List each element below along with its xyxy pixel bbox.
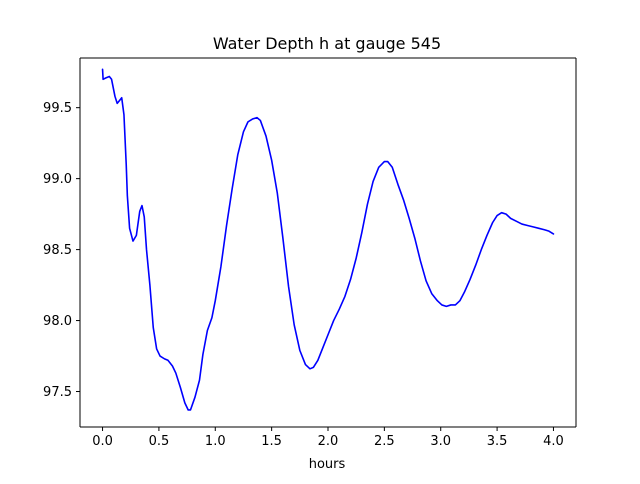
- x-tick-label: 3.0: [430, 434, 451, 449]
- x-tick-label: 3.5: [487, 434, 508, 449]
- y-tick-label: 98.5: [43, 243, 72, 258]
- y-tick-label: 97.5: [43, 385, 72, 400]
- x-tick-label: 0.5: [149, 434, 170, 449]
- y-tick-label: 99.5: [43, 101, 72, 116]
- x-tick-label: 0.0: [92, 434, 113, 449]
- x-tick-label: 2.0: [318, 434, 339, 449]
- plot-layer: 0.0 0.5 1.0 1.5 2.0 2.5 3.0 3.5 4.0 97.5 98.0 98.5 9…: [43, 57, 577, 449]
- chart-title: Water Depth h at gauge 545: [213, 34, 441, 53]
- y-tick-label: 98.0: [43, 314, 72, 329]
- x-axis-label: hours: [309, 457, 346, 472]
- x-tick-label: 1.5: [261, 434, 282, 449]
- y-tick-label: 99.0: [43, 172, 72, 187]
- x-tick-label: 2.5: [374, 434, 395, 449]
- x-tick-label: 1.0: [205, 434, 226, 449]
- x-tick-label: 4.0: [543, 434, 564, 449]
- data-series-line-0: [101, 68, 555, 411]
